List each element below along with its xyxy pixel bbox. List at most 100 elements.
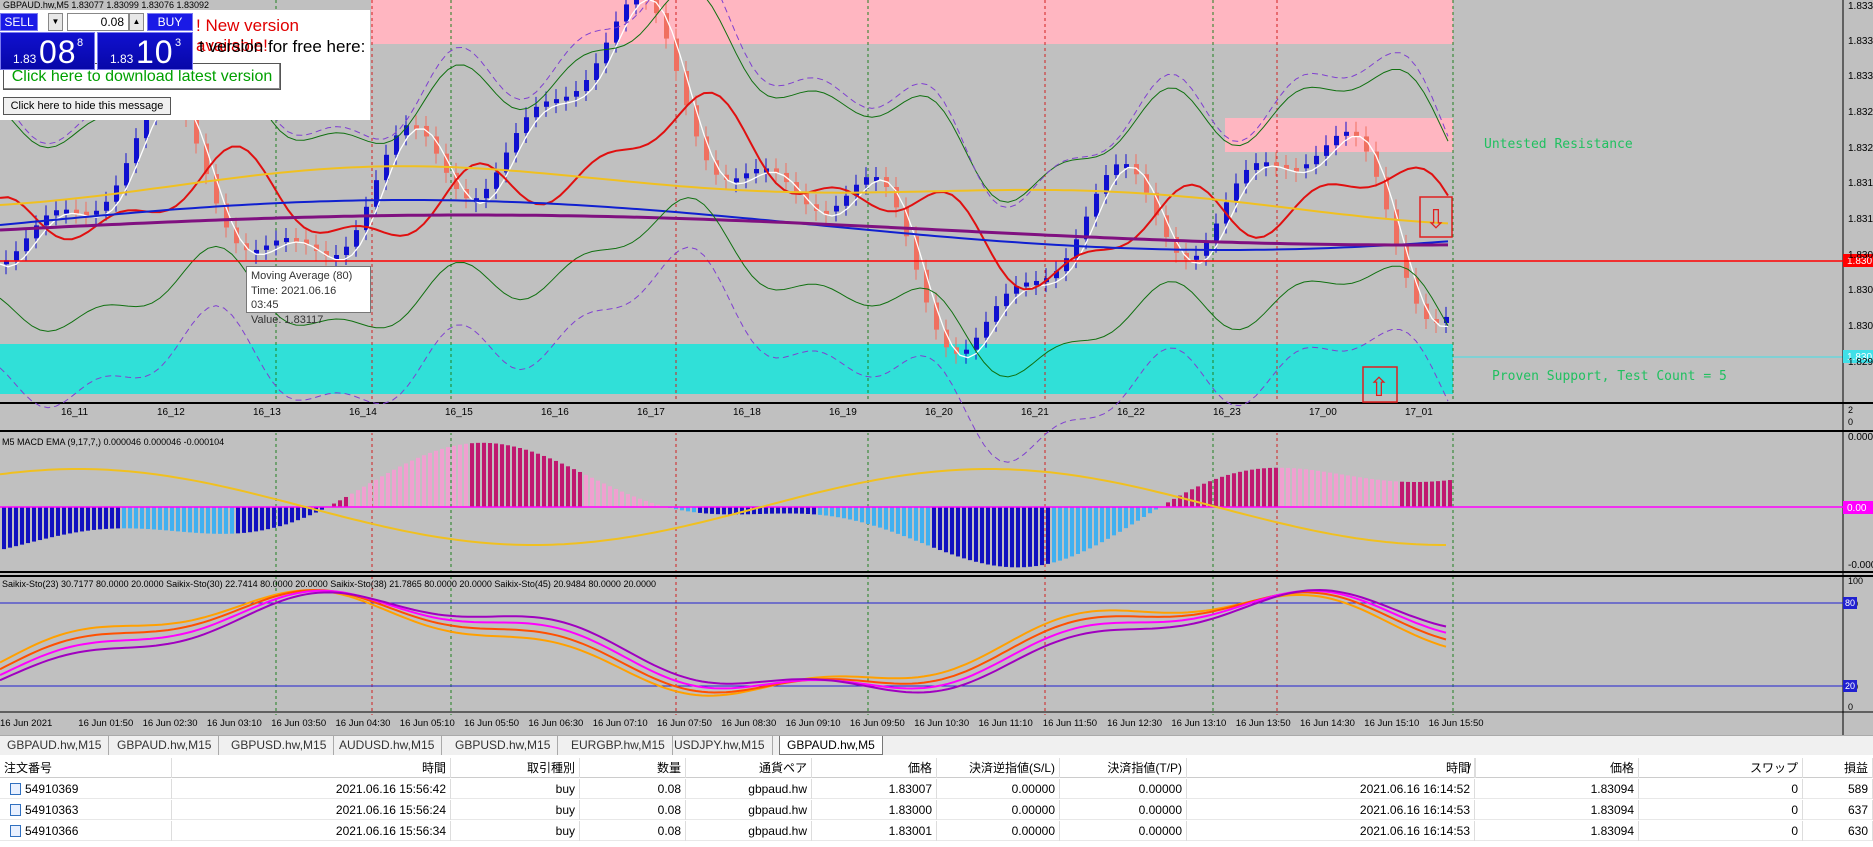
cell-value: 0.00000 <box>1138 803 1182 817</box>
macd-histogram-bar <box>266 507 270 530</box>
chart-tab[interactable]: USDJPY.hw,M15 <box>667 736 773 755</box>
sell-price-display[interactable]: 1.83 08 8 <box>0 32 95 70</box>
candle-body <box>674 38 679 71</box>
macd-histogram-bar <box>824 507 828 516</box>
candle-body <box>544 101 549 107</box>
macd-histogram-bar <box>896 507 900 534</box>
macd-histogram-bar <box>1328 472 1332 507</box>
macd-histogram-bar <box>428 452 432 507</box>
candle-body <box>774 168 779 173</box>
column-header[interactable]: / <box>1462 758 1476 778</box>
lot-up-arrow[interactable]: ▲ <box>129 13 144 31</box>
macd-histogram-bar <box>350 493 354 507</box>
table-row[interactable]: 54910366 2021.06.16 15:56:34 buy 0.08 gbpaud… <box>0 821 1873 841</box>
macd-histogram-bar <box>782 507 786 514</box>
column-header[interactable]: 数量 <box>580 758 686 778</box>
candle-body <box>614 21 619 43</box>
macd-histogram-bar <box>950 507 954 555</box>
time-axis-label: 16 Jun 07:50 <box>657 718 712 729</box>
candle-body <box>514 133 519 153</box>
macd-pane-bg <box>0 403 1873 433</box>
macd-histogram-bar <box>1196 486 1200 507</box>
column-header-label: 数量 <box>656 761 681 775</box>
candle-body <box>14 251 19 261</box>
macd-histogram-bar <box>512 446 516 507</box>
cell-value: gbpaud.hw <box>748 782 807 796</box>
chart-tab[interactable]: EURGBP.hw,M15 <box>564 736 673 755</box>
cell-value: 2021.06.16 16:14:52 <box>1359 782 1470 796</box>
sell-button[interactable]: SELL <box>0 13 38 31</box>
macd-histogram-bar <box>206 507 210 534</box>
macd-histogram-bar <box>1016 507 1020 568</box>
chart-tab[interactable]: GBPUSD.hw,M15 <box>224 736 335 755</box>
candle-body <box>994 306 999 322</box>
candle-body <box>104 201 109 211</box>
chart-tab[interactable]: GBPAUD.hw,M5 <box>779 736 883 755</box>
tooltip-title: Moving Average (80) <box>251 270 353 282</box>
candle-body <box>234 227 239 244</box>
cell-value: gbpaud.hw <box>748 803 807 817</box>
macd-histogram-bar <box>164 507 168 531</box>
macd-histogram-bar <box>788 507 792 514</box>
cell-value: 2021.06.16 16:14:53 <box>1359 824 1470 838</box>
time-axis-label: 16 Jun 15:10 <box>1364 718 1419 729</box>
cell-value: 0.00000 <box>1138 824 1182 838</box>
macd-histogram-bar <box>272 507 276 528</box>
column-header[interactable]: 損益 <box>1803 758 1873 778</box>
macd-histogram-bar <box>80 507 84 532</box>
chart-tab[interactable]: GBPAUD.hw,M15 <box>0 736 110 755</box>
time-axis-label: 16 Jun 04:30 <box>336 718 391 729</box>
candle-body <box>524 117 529 134</box>
column-header[interactable]: 決済指値(T/P) <box>1060 758 1187 778</box>
column-header[interactable]: 価格 <box>1475 758 1639 778</box>
cell-value: 0.00000 <box>1011 782 1055 796</box>
buy-button[interactable]: BUY <box>147 13 193 31</box>
macd-histogram-bar <box>290 507 294 523</box>
candle-body <box>604 42 609 64</box>
lot-size-input[interactable]: 0.08 <box>67 13 129 31</box>
column-header[interactable]: 価格 <box>812 758 937 778</box>
macd-histogram-bar <box>1364 478 1368 507</box>
candle-body <box>1384 176 1389 210</box>
macd-histogram-bar <box>1430 481 1434 507</box>
table-row[interactable]: 54910369 2021.06.16 15:56:42 buy 0.08 gbpaud… <box>0 779 1873 799</box>
candle-body <box>594 63 599 81</box>
column-header[interactable]: 通貨ペア <box>686 758 812 778</box>
candle-body <box>944 329 949 348</box>
macd-histogram-bar <box>332 503 336 507</box>
cell-value: 1.83094 <box>1590 782 1634 796</box>
lot-dropdown-arrow[interactable]: ▼ <box>48 13 63 31</box>
table-cell: 589 <box>1803 779 1873 799</box>
buy-price-display[interactable]: 1.83 10 3 <box>97 32 193 70</box>
column-header[interactable]: 決済逆指値(S/L) <box>937 758 1060 778</box>
macd-histogram-bar <box>944 507 948 553</box>
macd-histogram-bar <box>218 507 222 534</box>
price-chart[interactable]: 1.830 1.830 ⇩ ⇧ GBPAUD.hw,M5 1.83077 1.83099… <box>0 0 1873 735</box>
candle-body <box>1284 164 1289 169</box>
stochastic-tick-label: 100 <box>1848 576 1863 586</box>
macd-histogram-bar <box>1340 474 1344 507</box>
macd-histogram-bar <box>836 507 840 518</box>
column-header[interactable]: 取引種別 <box>451 758 580 778</box>
macd-histogram-bar <box>1286 467 1290 507</box>
column-header[interactable]: 時間 <box>172 758 451 778</box>
chart-tab[interactable]: GBPUSD.hw,M15 <box>448 736 559 755</box>
table-cell: 1.83094 <box>1475 821 1639 841</box>
macd-histogram-bar <box>1274 467 1278 507</box>
macd-zero-tag <box>1843 501 1873 514</box>
column-header[interactable]: 時間 <box>1187 758 1475 778</box>
hide-message-button[interactable]: Click here to hide this message <box>3 97 171 115</box>
chart-tab[interactable]: GBPAUD.hw,M15 <box>110 736 220 755</box>
column-header[interactable]: 注文番号 <box>0 758 172 778</box>
macd-histogram-bar <box>464 443 468 507</box>
cell-value: 54910366 <box>25 824 79 838</box>
candle-body <box>894 186 899 208</box>
chart-tab[interactable]: AUDUSD.hw,M15 <box>332 736 443 755</box>
column-header[interactable]: スワップ <box>1639 758 1803 778</box>
table-row[interactable]: 54910363 2021.06.16 15:56:24 buy 0.08 gbpaud… <box>0 800 1873 820</box>
macd-histogram-bar <box>1112 507 1116 536</box>
macd-histogram-bar <box>254 507 258 532</box>
macd-histogram-bar <box>962 507 966 559</box>
macd-histogram-bar <box>764 507 768 514</box>
